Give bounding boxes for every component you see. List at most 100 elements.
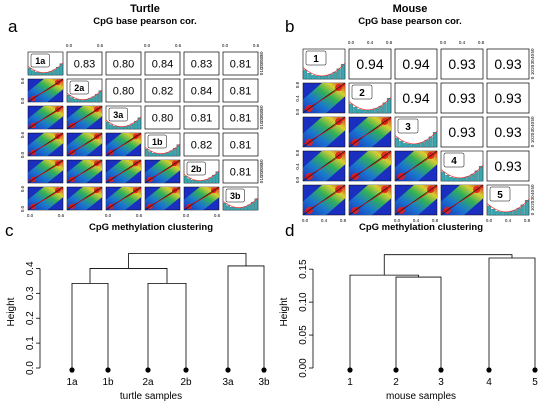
histogram-bar [403,143,408,148]
sample-label: 2 [359,88,365,99]
y-axis-label: Height [279,297,290,326]
histogram-bar [445,175,450,182]
sample-label: 1b [152,137,163,147]
right-tick-label: 0 [259,180,264,183]
correlation-cell: 0.94 [394,48,438,80]
right-tick-label: 20 [259,117,264,123]
correlation-cell: 0.81 [222,132,259,157]
correlation-cell: 0.80 [105,51,142,76]
dendrogram-branch [71,282,109,370]
fit-line [348,150,392,182]
histogram-bar [176,144,180,157]
histogram-bar [512,210,517,216]
loess-line [302,152,346,179]
right-tick-label: 10 [259,67,264,73]
bottom-tick-label: 0.4 [505,218,512,223]
correlation-cell: 0.93 [440,116,484,148]
histogram-4: 4 [440,150,484,182]
dendrogram-branch [128,253,247,269]
left-tick-label: 0.0 [20,151,25,158]
sample-label: 5 [497,190,503,201]
correlation-cell: 0.81 [222,159,259,184]
correlation-value: 0.93 [494,124,521,140]
dendrogram-branch [383,254,513,276]
histogram-bar [237,207,241,211]
scatter-density-cell [27,105,64,130]
y-tick-label: 0.10 [298,292,309,312]
correlation-value: 0.80 [152,112,173,124]
loess-line [394,152,438,179]
density-curve [302,62,346,77]
histogram-bar [349,103,354,114]
correlation-value: 0.81 [230,112,251,124]
leaf-label: 2b [180,377,192,388]
density-curve [183,170,220,181]
scatter-density-cell [394,150,438,182]
loess-line [105,160,142,182]
histogram-bar [233,207,237,211]
histogram-bar [340,64,345,80]
right-tick-label: 10 [259,175,264,181]
histogram-bar [453,177,458,182]
histogram-bar [106,121,110,130]
fit-line [394,184,438,216]
histogram-bar [42,72,46,76]
correlation-cell: 0.93 [486,150,530,182]
histogram-bar [120,126,124,130]
density-curve [66,89,103,100]
histogram-bar [230,207,234,211]
histogram-2b: 2b [183,159,220,184]
scatter-density-cell [348,150,392,182]
correlation-value: 0.81 [230,85,251,97]
histogram-bar [503,211,508,216]
histogram-bar [303,69,308,80]
left-tick-label: 0.0 [20,97,25,104]
leaf-label: 1a [66,377,78,388]
panel-letter-a: a [8,17,18,36]
histogram-bar [45,72,49,76]
bottom-tick-label: 0.0 [486,218,493,223]
left-tick-label: 0.6 [20,185,25,192]
loess-line [394,186,438,213]
correlation-value: 0.81 [230,58,251,70]
density-curve [440,164,484,179]
histogram-bar [123,126,127,130]
correlation-cell: 0.94 [394,82,438,114]
dendrogram-mouse: 0.00 0.05 0.10 0.15 Height 1 2 3 4 5 mouse samples [279,254,538,402]
histogram-bar [386,98,391,114]
dendrogram-branch [349,274,419,370]
scatter-density-cell [27,159,64,184]
histogram-1a: 1a [27,51,64,76]
scatter-density-cell [302,184,346,216]
right-tick-label: 30 [259,113,264,119]
right-tick-label: 40 [530,189,535,195]
left-tick-label: 0.6 [20,131,25,138]
loess-line [27,160,64,182]
panel-d-title: CpG methylation clustering [359,222,483,233]
histogram-bar [466,176,471,182]
scatter-density-cell [302,82,346,114]
correlation-value: 0.80 [113,85,134,97]
correlation-value: 0.83 [74,58,95,70]
left-tick-label: 0.6 [20,77,25,84]
bottom-tick-label: 0.6 [136,213,143,218]
histogram-bar [524,199,529,216]
scatter-density-cell [144,159,181,184]
histogram-bar [28,67,32,76]
dendrogram-branch [488,257,536,370]
histogram-bar [370,109,375,114]
loess-line [27,187,64,209]
histogram-bar [499,211,504,216]
correlation-value: 0.81 [230,166,251,178]
right-tick-label: 10 [530,138,535,144]
histogram-bar [357,109,362,114]
right-tick-label: 30 [259,59,264,65]
histogram-bar [159,153,163,157]
histogram-bar [457,177,462,182]
right-tick-label: 50 [259,159,264,165]
histogram-bar [315,75,320,80]
sample-label: 4 [451,156,457,167]
histogram-bar [395,137,400,148]
leaf-label: 5 [532,377,538,388]
sample-label: 1 [313,54,319,65]
